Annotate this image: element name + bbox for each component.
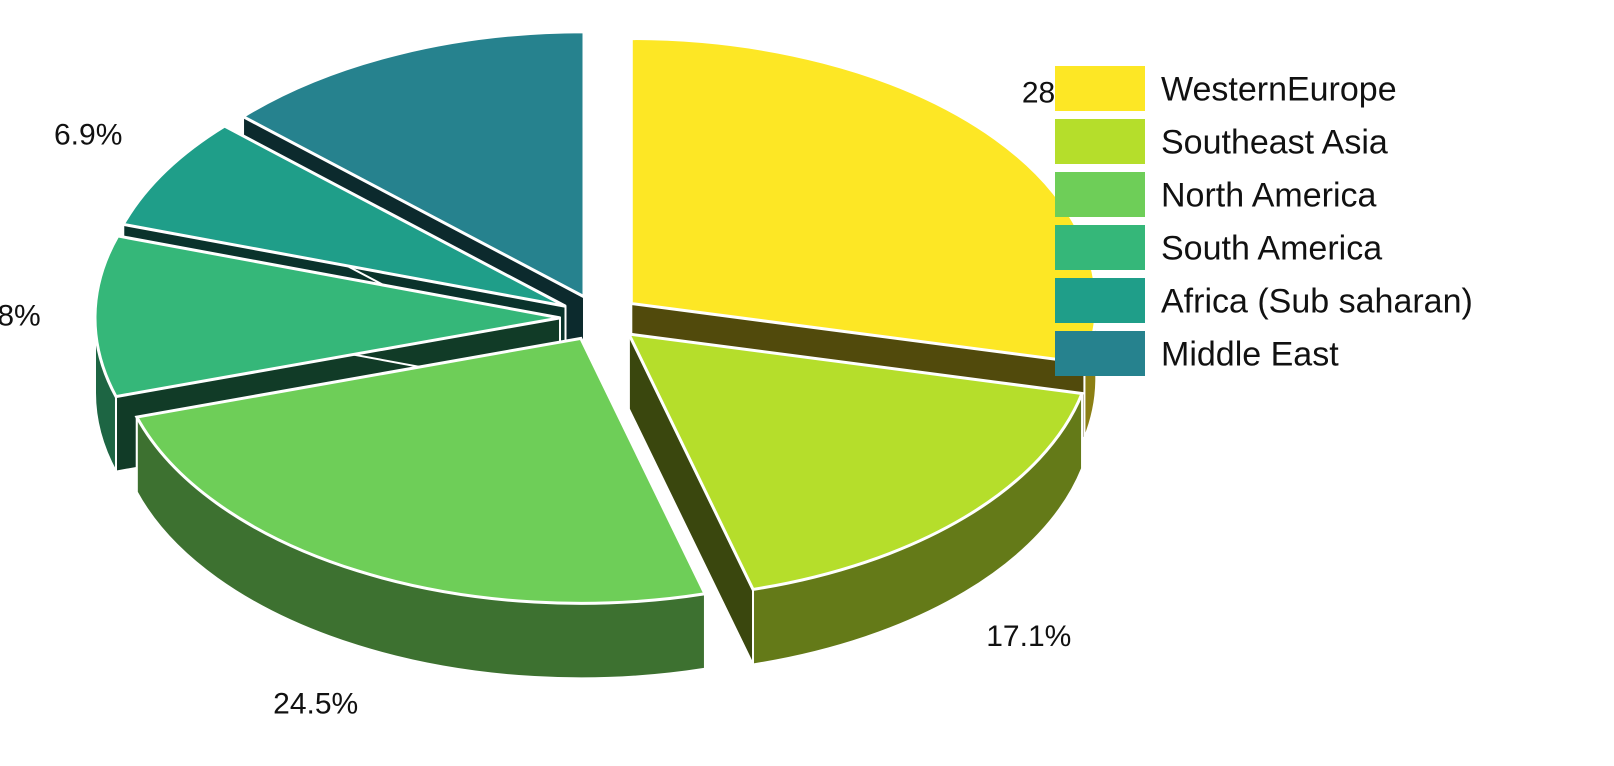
legend-swatch — [1055, 331, 1145, 376]
pct-label-south-america: 9.8% — [0, 300, 41, 333]
legend-item-south-america: South America — [1055, 225, 1382, 270]
legend-label: Middle East — [1161, 336, 1339, 374]
slice-top-face — [120, 124, 567, 308]
pct-label-africa-sub-saharan: 6.9% — [54, 119, 122, 152]
slice-southeast-asia — [626, 332, 1085, 666]
pie-slices — [93, 30, 1098, 680]
slice-north-america — [134, 336, 708, 680]
slice-top-face — [626, 332, 1085, 592]
legend-label: Africa (Sub saharan) — [1161, 283, 1473, 321]
legend-label: North America — [1161, 177, 1376, 215]
pct-label-middle-east: 13.1% — [320, 0, 405, 3]
slice-top-face — [93, 234, 561, 399]
legend: WesternEurope Southeast Asia North America… — [1055, 66, 1473, 376]
legend-item-africa-sub-saharan: Africa (Sub saharan) — [1055, 278, 1473, 323]
legend-label: WesternEurope — [1161, 71, 1397, 109]
legend-swatch — [1055, 225, 1145, 270]
legend-item-southeast-asia: Southeast Asia — [1055, 119, 1388, 164]
legend-item-north-america: North America — [1055, 172, 1376, 217]
legend-swatch — [1055, 119, 1145, 164]
legend-item-westerneurope: WesternEurope — [1055, 66, 1397, 111]
pct-label-north-america: 24.5% — [273, 688, 358, 721]
legend-item-middle-east: Middle East — [1055, 331, 1339, 376]
legend-swatch — [1055, 278, 1145, 323]
legend-swatch — [1055, 66, 1145, 111]
legend-label: South America — [1161, 230, 1382, 268]
legend-swatch — [1055, 172, 1145, 217]
pct-label-southeast-asia: 17.1% — [986, 620, 1071, 653]
slice-top-face — [240, 30, 586, 300]
legend-label: Southeast Asia — [1161, 124, 1388, 162]
slice-top-face — [134, 336, 708, 605]
